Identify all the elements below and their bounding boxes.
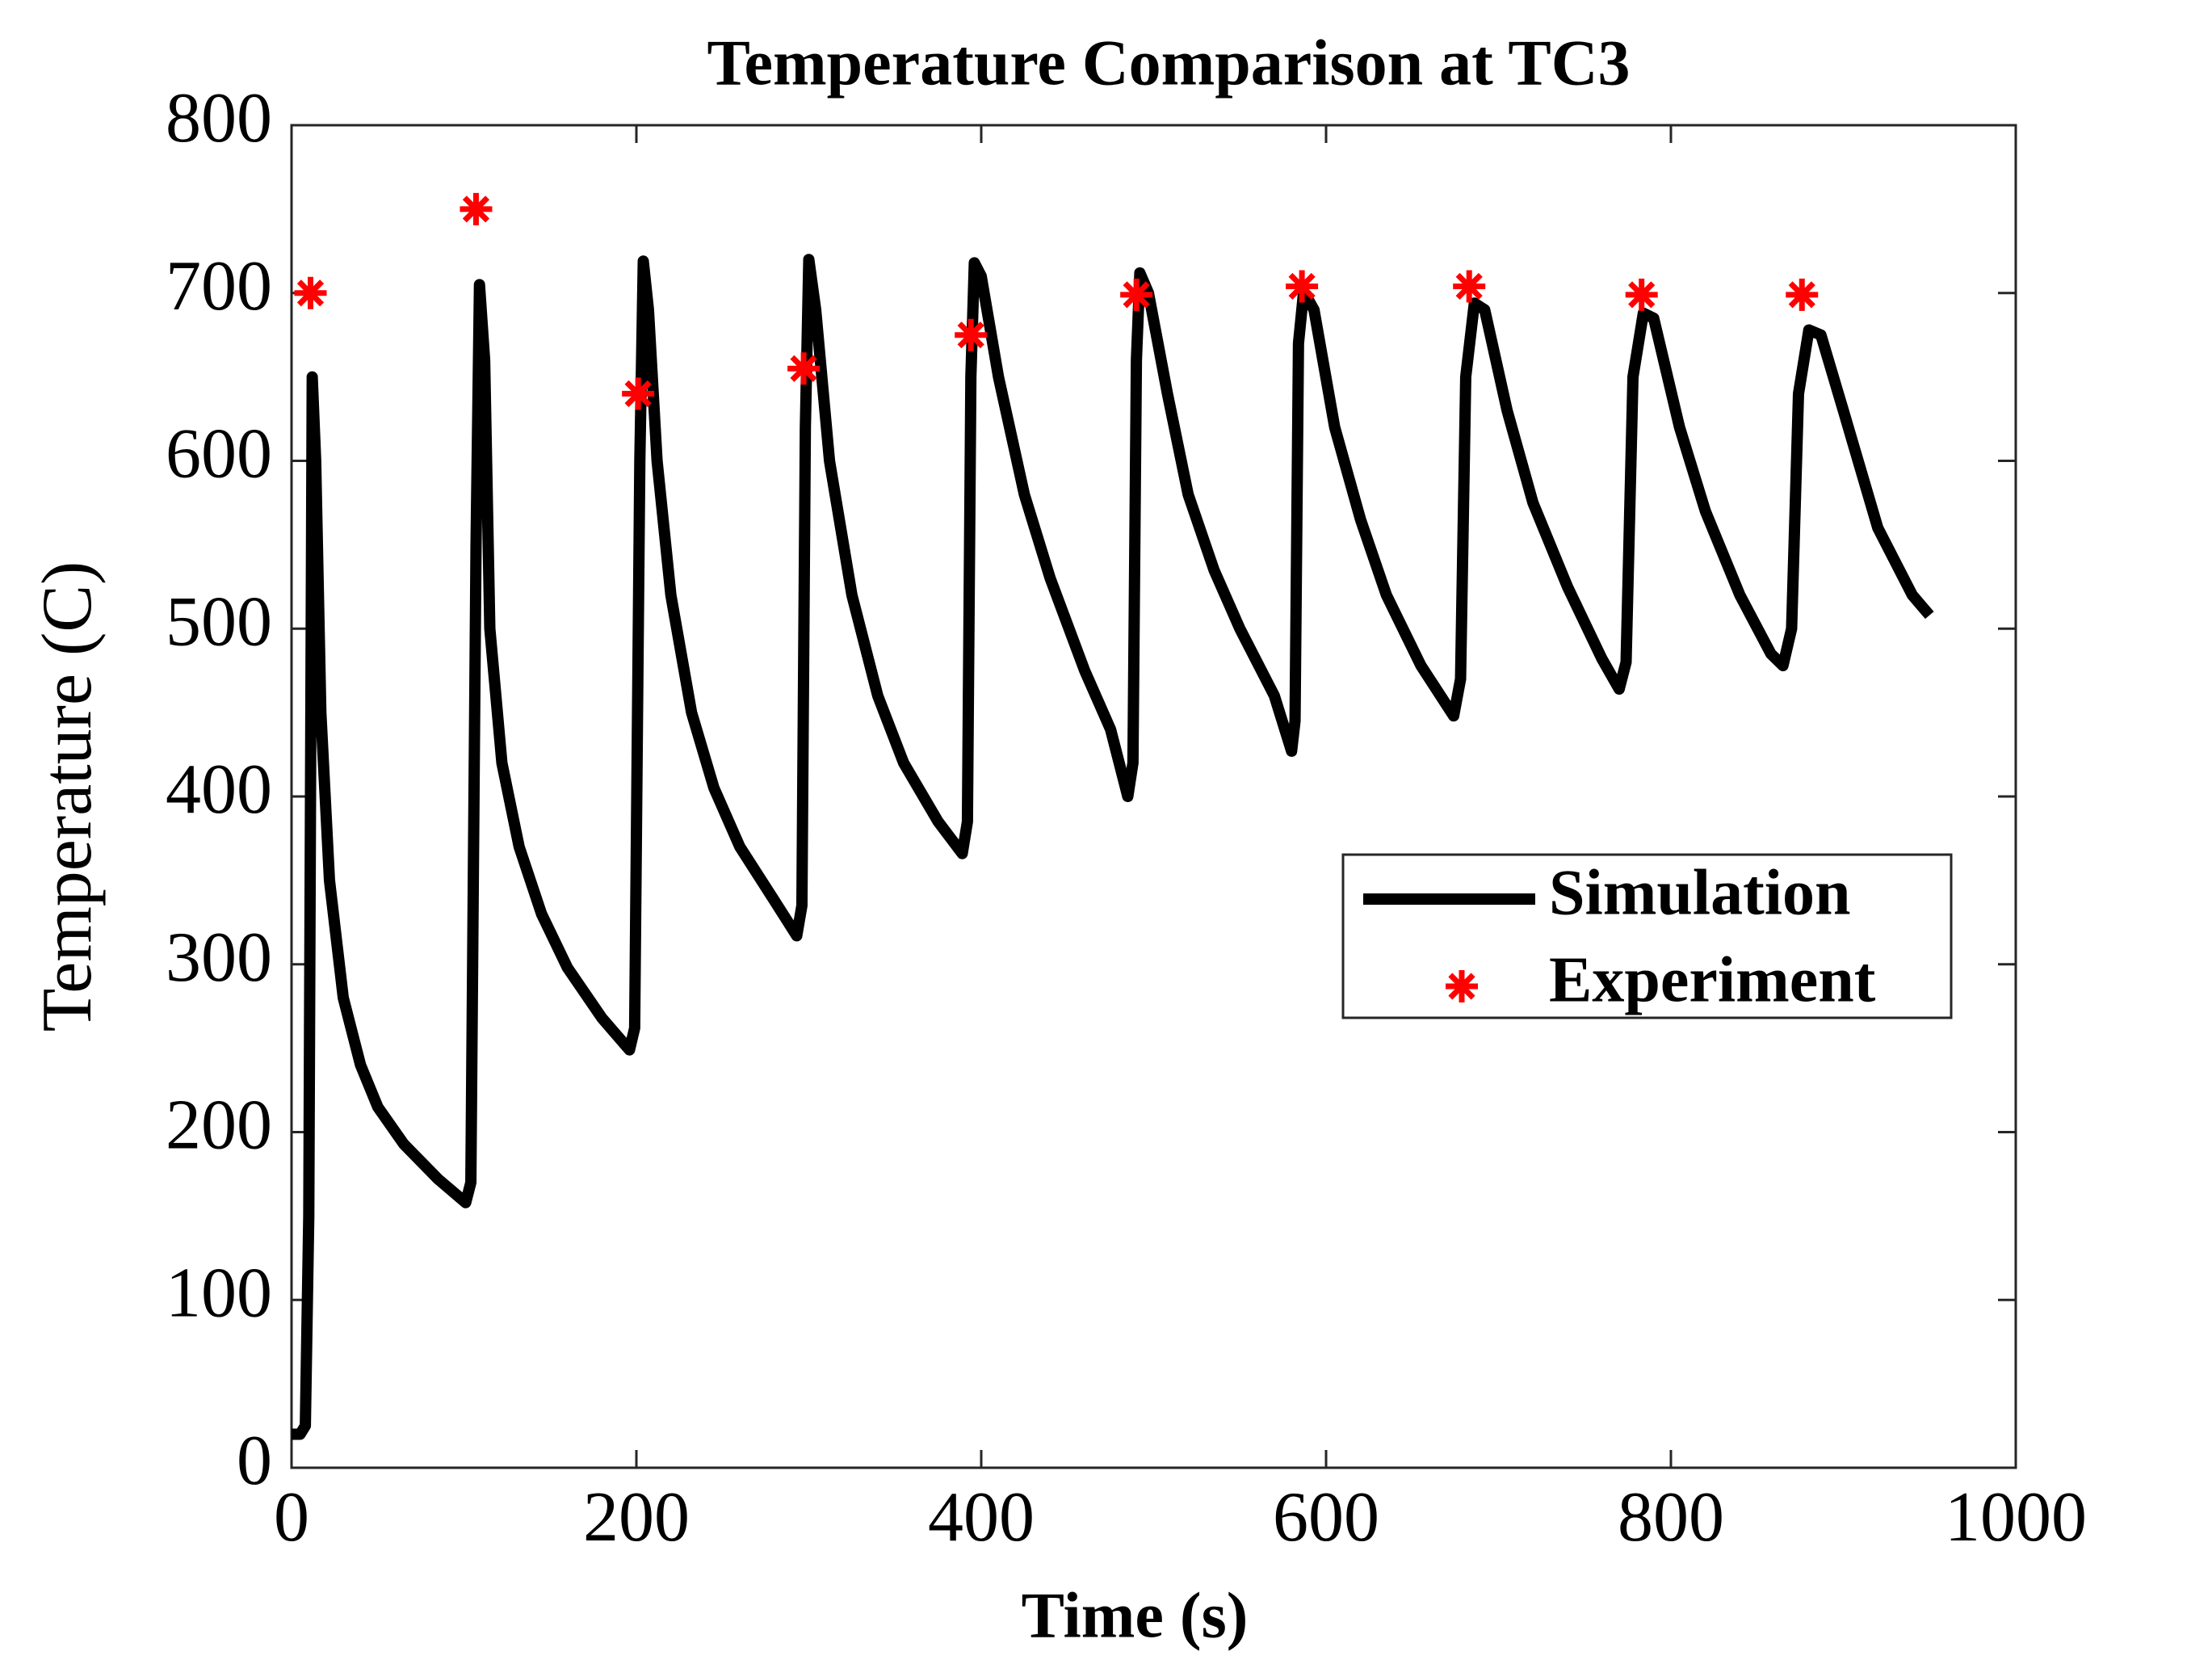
y-tick-label: 500 (166, 582, 272, 661)
legend-label: Simulation (1549, 857, 1850, 928)
y-tick-label: 100 (166, 1254, 272, 1332)
x-axis-label: Time (s) (1022, 1580, 1249, 1651)
legend: Simulation Experiment (1341, 853, 1953, 1019)
chart-title: Temperature Comparison at TC3 (707, 27, 1631, 99)
x-tick-label: 400 (928, 1478, 1035, 1557)
experiment-marker (1120, 278, 1153, 311)
x-tick-label: 600 (1273, 1478, 1379, 1557)
x-tick-label: 800 (1618, 1478, 1724, 1557)
simulation-line (292, 254, 1934, 1440)
y-tick-label: 700 (166, 247, 272, 326)
y-tick-label: 400 (166, 750, 272, 829)
experiment-marker (1786, 278, 1819, 311)
experiment-marker (622, 377, 655, 410)
experiment-marker (955, 318, 988, 351)
x-tick-label: 1000 (1945, 1478, 2087, 1557)
experiment-marker (1286, 270, 1319, 303)
y-tick-label: 0 (237, 1422, 272, 1500)
experiment-marker (1625, 278, 1658, 311)
legend-box (1341, 853, 1953, 1019)
y-tick-label: 200 (166, 1086, 272, 1165)
y-tick-label: 300 (166, 918, 272, 997)
x-tick-label: 200 (583, 1478, 690, 1557)
experiment-marker (460, 192, 493, 225)
x-tick-label: 0 (274, 1478, 309, 1557)
experiment-marker (787, 352, 821, 385)
legend-marker (1446, 970, 1478, 1002)
y-axis-label: Temperature (C) (28, 561, 107, 1032)
y-tick-label: 600 (166, 415, 272, 494)
experiment-marker (294, 276, 327, 309)
legend-label: Experiment (1549, 944, 1876, 1015)
experiment-marker (1453, 270, 1486, 303)
y-tick-label: 800 (166, 79, 272, 158)
